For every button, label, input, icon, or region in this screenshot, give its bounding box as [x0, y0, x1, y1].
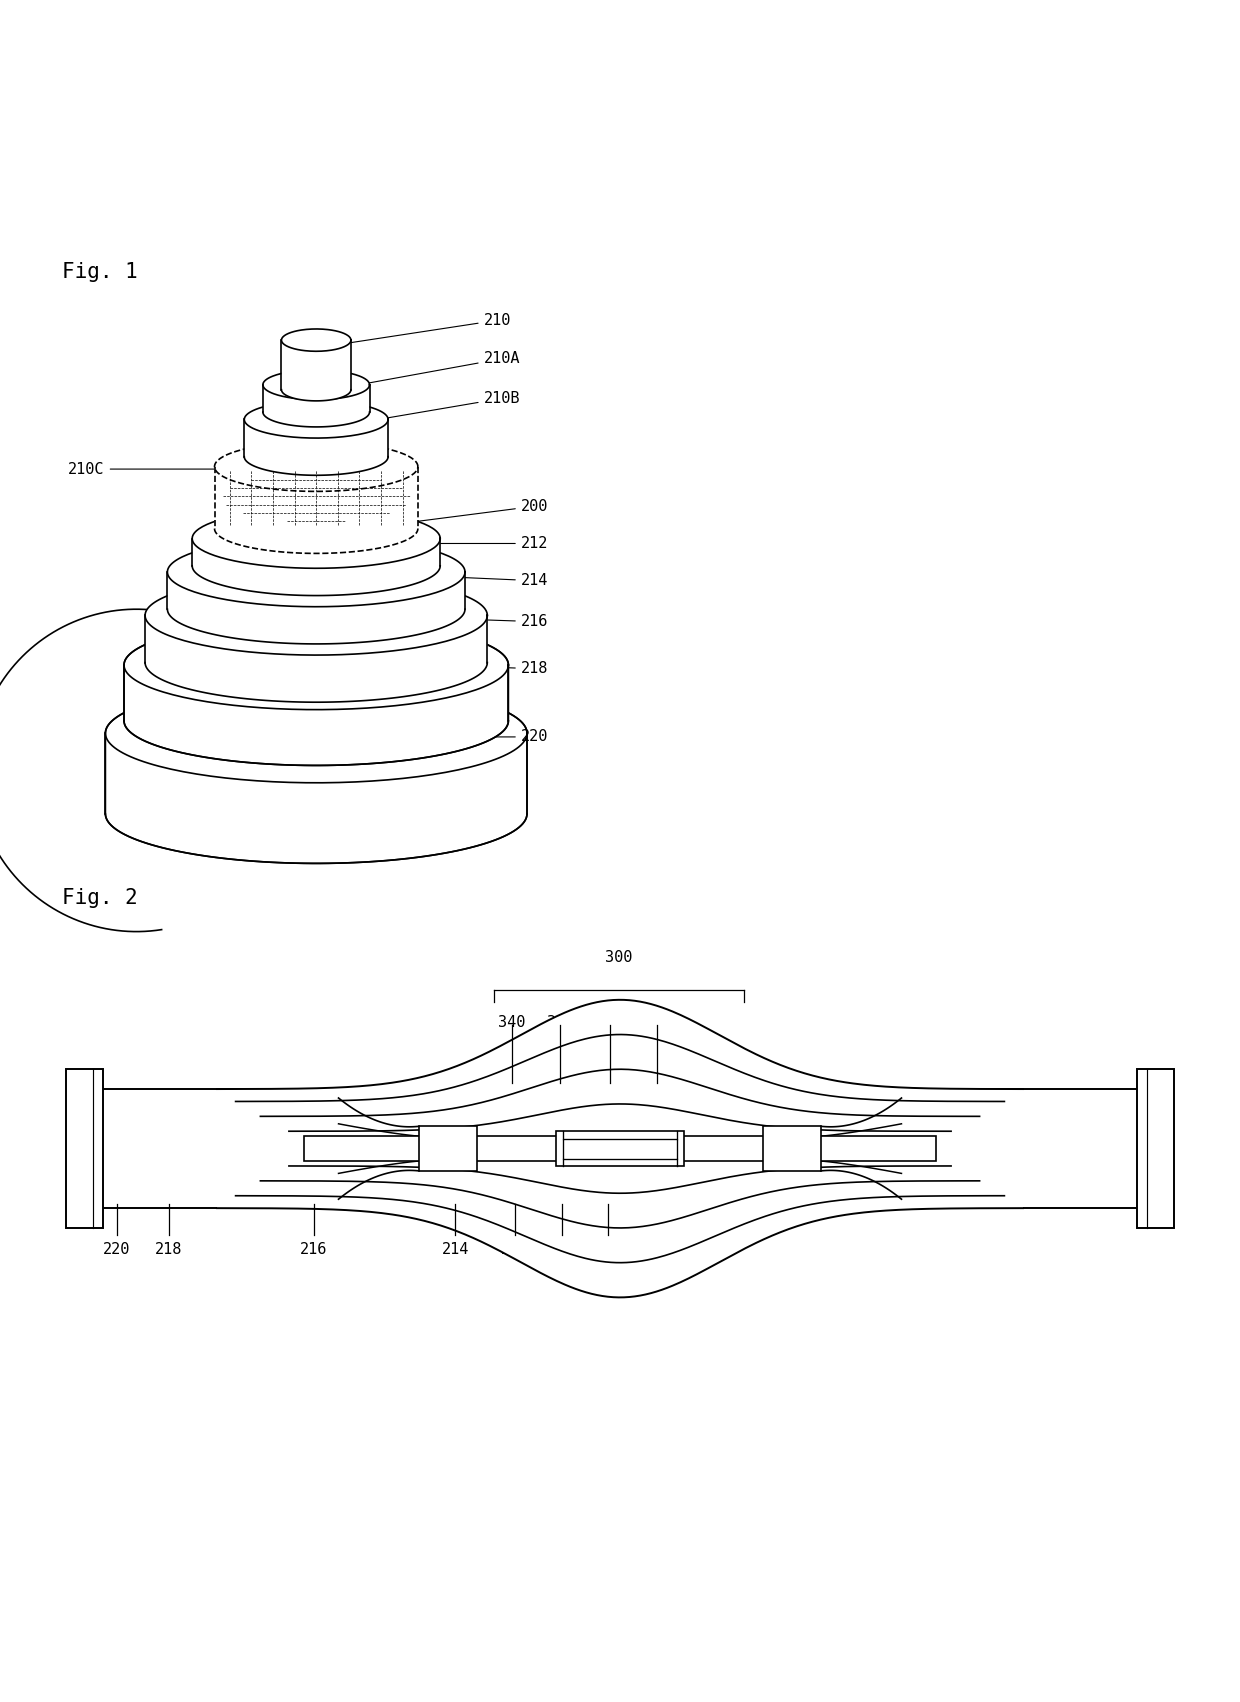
Text: 210B: 210B	[381, 391, 520, 419]
Polygon shape	[217, 999, 1023, 1297]
Text: 220: 220	[103, 1241, 130, 1256]
Text: 210: 210	[548, 1241, 575, 1256]
Bar	[77, 1089, 283, 1208]
Text: 320: 320	[596, 1014, 624, 1030]
Bar	[763, 1127, 821, 1171]
Bar	[556, 1132, 684, 1166]
Bar	[283, 1089, 339, 1208]
Polygon shape	[167, 538, 465, 643]
Polygon shape	[260, 1069, 980, 1227]
Text: 210C: 210C	[68, 461, 218, 477]
Text: 210A: 210A	[368, 351, 520, 383]
Polygon shape	[244, 402, 388, 475]
Polygon shape	[145, 575, 487, 703]
Bar	[901, 1089, 957, 1208]
Bar	[1137, 1069, 1174, 1227]
Polygon shape	[192, 509, 440, 596]
Polygon shape	[105, 684, 527, 863]
Bar	[419, 1127, 477, 1171]
Bar	[563, 1139, 677, 1159]
Polygon shape	[236, 1035, 1004, 1263]
Polygon shape	[215, 443, 418, 553]
Bar	[66, 1069, 103, 1227]
Text: 212: 212	[501, 1241, 528, 1256]
Text: Fig. 1: Fig. 1	[62, 262, 138, 283]
Text: 218: 218	[435, 660, 548, 676]
Text: 330: 330	[547, 1014, 574, 1030]
Text: 218: 218	[155, 1241, 182, 1256]
Polygon shape	[281, 328, 351, 402]
Text: 300: 300	[605, 950, 632, 965]
Polygon shape	[263, 369, 370, 427]
Polygon shape	[289, 1105, 951, 1193]
Text: 216: 216	[300, 1241, 327, 1256]
Text: 212: 212	[418, 536, 548, 551]
Text: 214: 214	[424, 574, 548, 589]
Text: 214: 214	[441, 1241, 469, 1256]
Bar	[304, 1137, 936, 1161]
Bar	[957, 1089, 1163, 1208]
Text: Fig. 2: Fig. 2	[62, 888, 138, 909]
Text: 210: 210	[337, 313, 511, 346]
Text: 216: 216	[428, 614, 548, 630]
Text: 340: 340	[498, 1014, 526, 1030]
Text: 310: 310	[644, 1014, 671, 1030]
Text: 220: 220	[424, 730, 548, 744]
Text: 200: 200	[412, 499, 548, 523]
Polygon shape	[124, 620, 508, 766]
Text: 400: 400	[594, 1241, 621, 1256]
